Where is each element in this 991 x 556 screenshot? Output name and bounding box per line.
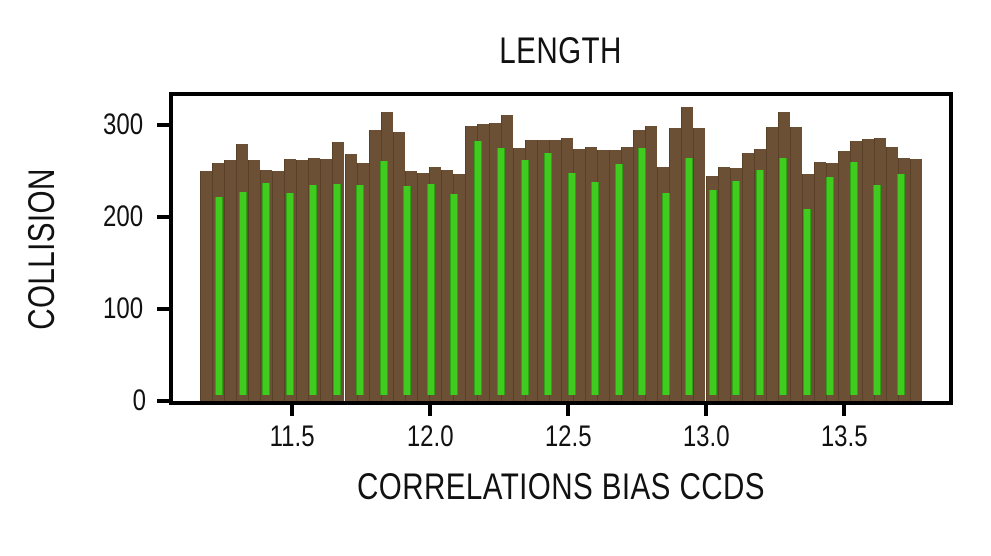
brown-bar	[200, 171, 212, 401]
green-bar	[544, 153, 553, 395]
x-tick-label: 12.5	[544, 420, 592, 453]
y-tick-mark	[157, 399, 173, 403]
green-bar	[779, 157, 788, 395]
brown-bar	[741, 153, 754, 401]
y-tick-label: 0	[132, 384, 147, 417]
brown-bar	[645, 126, 658, 401]
brown-bar	[837, 151, 850, 401]
y-tick-mark	[157, 215, 173, 219]
green-bar	[356, 185, 365, 395]
brown-bar	[621, 146, 634, 401]
x-tick-mark	[704, 404, 708, 416]
x-tick-mark	[842, 404, 846, 416]
plot-area	[169, 92, 953, 405]
chart-title-text: LENGTH	[499, 30, 623, 71]
green-bar	[426, 184, 435, 395]
brown-bar	[272, 171, 285, 401]
brown-bar	[368, 130, 381, 401]
y-tick-mark	[157, 123, 173, 127]
green-bar	[685, 157, 694, 395]
green-bar	[896, 174, 905, 395]
brown-bar	[440, 170, 453, 401]
green-bar	[708, 189, 717, 395]
brown-bar	[392, 131, 405, 401]
brown-bar	[693, 128, 706, 401]
green-bar	[215, 197, 224, 395]
brown-bar	[717, 166, 730, 401]
x-tick-mark	[290, 404, 294, 416]
brown-bar	[910, 159, 922, 401]
brown-bar	[344, 153, 357, 401]
green-bar	[497, 148, 506, 395]
green-bar	[567, 173, 576, 395]
green-bar	[849, 162, 858, 395]
green-bar	[309, 185, 318, 395]
y-tick-label: 200	[102, 200, 143, 233]
x-tick-label: 13.0	[682, 420, 730, 453]
brown-bar	[248, 160, 261, 401]
x-tick-label: 11.5	[269, 420, 315, 453]
green-bar	[826, 176, 834, 395]
green-bar	[755, 169, 764, 395]
green-bar	[802, 209, 811, 395]
green-bar	[403, 186, 412, 395]
green-bar	[238, 191, 247, 395]
brown-bar	[416, 173, 429, 401]
green-bar	[262, 183, 271, 395]
green-bar	[450, 194, 459, 395]
x-axis-label: CORRELATIONS BIAS CCDS	[169, 466, 953, 508]
brown-bar	[886, 147, 898, 401]
y-tick-mark	[157, 307, 173, 311]
green-bar	[614, 164, 623, 395]
green-bar	[520, 160, 529, 395]
brown-bar	[765, 127, 778, 401]
brown-bar	[320, 158, 333, 401]
x-axis-label-text: CORRELATIONS BIAS CCDS	[357, 466, 765, 507]
green-bar	[332, 184, 341, 395]
green-bar	[379, 161, 388, 395]
plot-bars-layer	[173, 96, 949, 401]
green-bar	[591, 182, 600, 395]
brown-bar	[224, 160, 237, 401]
green-bar	[473, 141, 482, 395]
x-tick-mark	[566, 404, 570, 416]
brown-bar	[789, 127, 802, 401]
chart-title: LENGTH	[169, 30, 953, 72]
green-bar	[285, 192, 294, 395]
x-tick-label: 13.5	[820, 420, 868, 453]
green-bar	[732, 181, 741, 395]
brown-bar	[861, 139, 874, 401]
green-bar	[661, 192, 670, 395]
green-bar	[638, 148, 647, 395]
y-tick-label: 100	[102, 292, 143, 325]
x-tick-mark	[428, 404, 432, 416]
x-tick-label: 12.0	[406, 420, 454, 453]
brown-bar	[813, 162, 826, 401]
brown-bar	[296, 160, 309, 401]
green-bar	[873, 185, 881, 395]
brown-bar	[669, 128, 682, 401]
y-tick-label: 300	[102, 108, 143, 141]
